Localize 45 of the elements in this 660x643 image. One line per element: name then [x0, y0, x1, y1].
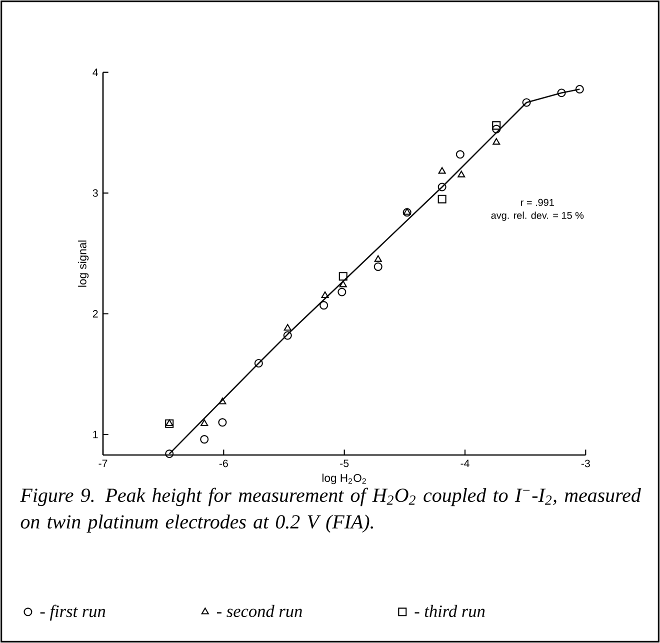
y-tick-label: 1	[93, 430, 98, 438]
point	[492, 121, 501, 130]
point	[403, 208, 411, 215]
point	[284, 324, 292, 331]
point	[218, 398, 226, 404]
point	[218, 418, 227, 427]
point	[458, 170, 466, 178]
x-tick-label: -7	[98, 460, 108, 468]
point	[339, 280, 347, 288]
point	[438, 194, 446, 204]
x-tick-label: -4	[460, 460, 470, 468]
point	[165, 450, 174, 458]
point	[575, 84, 584, 94]
x-tick-label: -6	[219, 460, 228, 468]
point	[321, 291, 329, 298]
point	[200, 435, 209, 444]
point	[438, 167, 446, 174]
point	[492, 138, 500, 145]
point	[283, 331, 292, 340]
point	[438, 182, 446, 192]
point	[557, 88, 566, 98]
legend-label: - first run	[40, 604, 106, 621]
point	[338, 272, 348, 281]
annotation: r = .991	[521, 198, 554, 206]
y-tick-label: 4	[92, 68, 98, 76]
y-tick-label: 2	[92, 310, 98, 318]
point	[338, 288, 346, 296]
legend-label: - second run	[216, 604, 302, 618]
point	[492, 124, 501, 134]
point	[374, 262, 382, 271]
point	[402, 208, 412, 217]
point	[254, 358, 263, 368]
point	[522, 98, 531, 107]
point	[320, 301, 328, 310]
y-axis-title: log signal	[78, 240, 89, 287]
point	[374, 255, 382, 262]
x-tick-label: -3	[581, 460, 590, 468]
legend-label: - third run	[414, 604, 485, 618]
text: Figure 9. Peak height for measurement of H$_{2}$O$_{2}$ coupled to I$^{−}$-I$_{2}$, measured on twin platinum electrodes at 0.2 V (FIA).	[20, 488, 641, 533]
point	[200, 419, 208, 426]
point	[456, 150, 464, 159]
x-axis-title: log H$_{2}$O$_{2}$	[322, 474, 366, 484]
annotation: avg. rel. dev. = 15 %	[491, 212, 584, 221]
x-tick-label: -5	[340, 460, 349, 468]
y-tick-label: 3	[92, 189, 98, 197]
